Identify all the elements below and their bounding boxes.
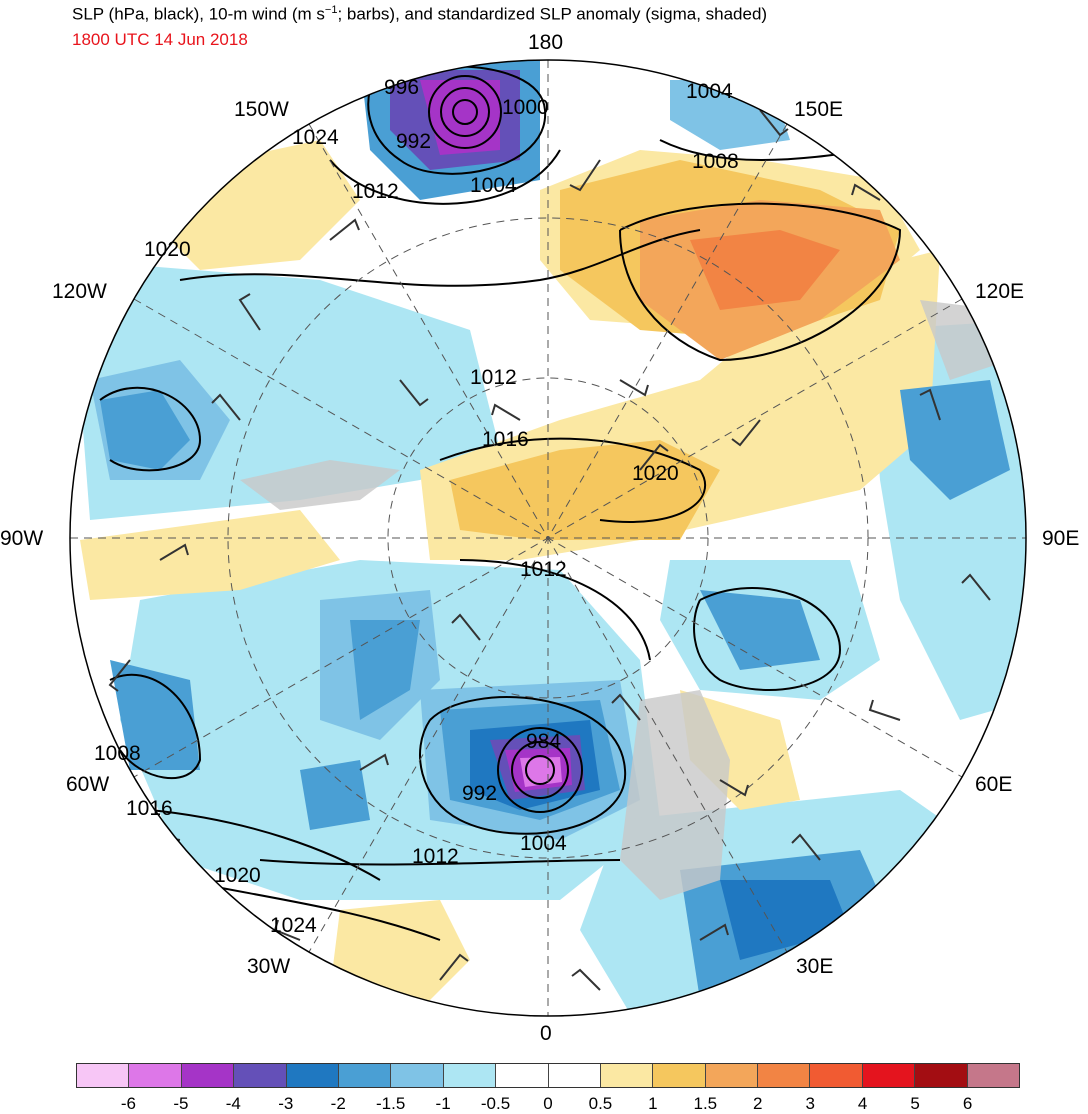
graticule: [70, 60, 1026, 1016]
shade-mid-blue-canada: [100, 390, 190, 470]
colorbar-label: 5: [910, 1094, 920, 1113]
isobar-1020-arctic: [439, 437, 707, 523]
colorbar-labels: -6 -5 -4 -3 -2 -1.5 -1 -0.5 0 0.5 1 1.5 2 3 4 5 6: [76, 1094, 1020, 1114]
shade-mid-blue-labrador: [300, 760, 370, 830]
isobar-label: 984: [526, 730, 562, 753]
shade-deep-orange-siberia: [690, 230, 840, 310]
isobar-1012-pacific: [329, 149, 561, 205]
lon-label-150e: 150E: [794, 98, 844, 121]
isobar-label: 1024: [292, 126, 339, 149]
colorbar-swatch: [234, 1064, 287, 1087]
lon-label-120w: 120W: [52, 280, 107, 303]
isobar-label: 1012: [352, 180, 399, 203]
land-north-america: [240, 460, 400, 510]
lon-label-90e: 90E: [1042, 527, 1080, 550]
colorbar-label: -6: [120, 1094, 136, 1113]
isobar-hudson-low: [109, 673, 202, 779]
shade-blue-kara: [700, 590, 820, 670]
land-eurasia-west: [620, 690, 730, 900]
colorbar-label: -0.5: [480, 1094, 511, 1113]
shade-blue-siberia-deep: [900, 380, 1010, 500]
shade-yellow-canada: [80, 510, 340, 600]
isobar-label: 1020: [632, 462, 679, 485]
anomaly-colorbar: [76, 1063, 1020, 1088]
shade-purple-aleutian-low: [420, 80, 500, 155]
colorbar-label: 3: [805, 1094, 815, 1113]
colorbar-swatch: [338, 1064, 392, 1087]
shade-blue-hudson: [110, 660, 200, 770]
valid-time: 1800 UTC 14 Jun 2018: [72, 30, 248, 49]
shade-gold-arctic: [450, 440, 720, 540]
colorbar-label: -3: [278, 1094, 294, 1113]
colorbar-label: 0.5: [588, 1094, 613, 1113]
isobar-label: 1004: [470, 174, 517, 197]
colorbar-label: -5: [173, 1094, 189, 1113]
colorbar-swatch: [129, 1064, 182, 1087]
isobar-label: 1012: [520, 558, 567, 581]
map-title: SLP (hPa, black), 10-m wind (m s−1; barb…: [72, 4, 768, 24]
isobar-label: 1016: [126, 797, 173, 820]
colorbar-label: 0: [543, 1094, 553, 1113]
shade-mid-blue-greenland: [350, 620, 420, 720]
colorbar-swatch: [653, 1064, 706, 1087]
lon-label-30w: 30W: [247, 955, 291, 978]
colorbar-swatch: [548, 1064, 601, 1087]
isobar-label: 1008: [94, 742, 141, 765]
isobar-kara-low: [693, 587, 842, 691]
lon-label-30e: 30E: [796, 955, 834, 978]
colorbar-swatch: [915, 1064, 968, 1087]
isobar-label: 1000: [502, 96, 549, 119]
isobar-canada-low: [99, 386, 202, 472]
isobar-label: 1016: [482, 428, 529, 451]
colorbar-swatch: [810, 1064, 863, 1087]
colorbar-swatch: [77, 1064, 130, 1087]
lon-label-60e: 60E: [975, 773, 1013, 796]
lon-label-0: 0: [540, 1022, 552, 1045]
isobar-label: 992: [462, 782, 498, 805]
colorbar-label: -1.5: [376, 1094, 406, 1113]
colorbar-label: -4: [225, 1094, 241, 1113]
isobar-label: 1012: [412, 845, 459, 868]
isobar-siberia-high: [619, 202, 902, 362]
isobar-1016-beaufort: [179, 229, 701, 287]
colorbar-swatch: [967, 1064, 1020, 1087]
isobar-label: 1004: [686, 80, 733, 103]
colorbar-label: -1: [435, 1094, 451, 1113]
colorbar-label: 2: [753, 1094, 763, 1113]
isobar-label: 992: [396, 130, 432, 153]
colorbar-swatch: [705, 1064, 759, 1087]
lon-label-150w: 150W: [234, 98, 289, 121]
isobar-label: 1012: [470, 366, 517, 389]
isobar-label: 1024: [270, 914, 317, 937]
colorbar-label: 4: [857, 1094, 868, 1113]
colorbar-swatch: [181, 1064, 235, 1087]
isobar-label: 1020: [214, 864, 261, 887]
colorbar-label: 1: [648, 1094, 658, 1113]
lon-label-180: 180: [528, 31, 564, 54]
isobar-1012-greenland: [459, 559, 651, 661]
isobar-1016-atlantic: [149, 809, 381, 881]
colorbar-label: -2: [330, 1094, 346, 1113]
shade-dark-blue-europe: [720, 880, 850, 960]
isobar-icelandic-low: [419, 696, 627, 835]
colorbar-swatch: [496, 1064, 549, 1087]
colorbar-swatch: [758, 1064, 811, 1087]
colorbar-swatch: [600, 1064, 654, 1087]
colorbar-swatch: [862, 1064, 916, 1087]
colorbar-label: 6: [962, 1094, 973, 1113]
colorbar-swatch: [391, 1064, 444, 1087]
isobar-label: 1004: [520, 832, 567, 855]
isobar-label: 1020: [144, 238, 191, 261]
lon-label-120e: 120E: [975, 280, 1025, 303]
isobar-label: 996: [384, 76, 420, 99]
colorbar-swatch: [286, 1064, 339, 1087]
colorbar-label: 1.5: [693, 1094, 718, 1113]
lon-label-60w: 60W: [66, 773, 110, 796]
isobar-1012-atlantic: [259, 859, 621, 866]
isobar-label: 1008: [692, 150, 739, 173]
lon-label-90w: 90W: [0, 527, 44, 550]
colorbar-swatch: [443, 1064, 497, 1087]
